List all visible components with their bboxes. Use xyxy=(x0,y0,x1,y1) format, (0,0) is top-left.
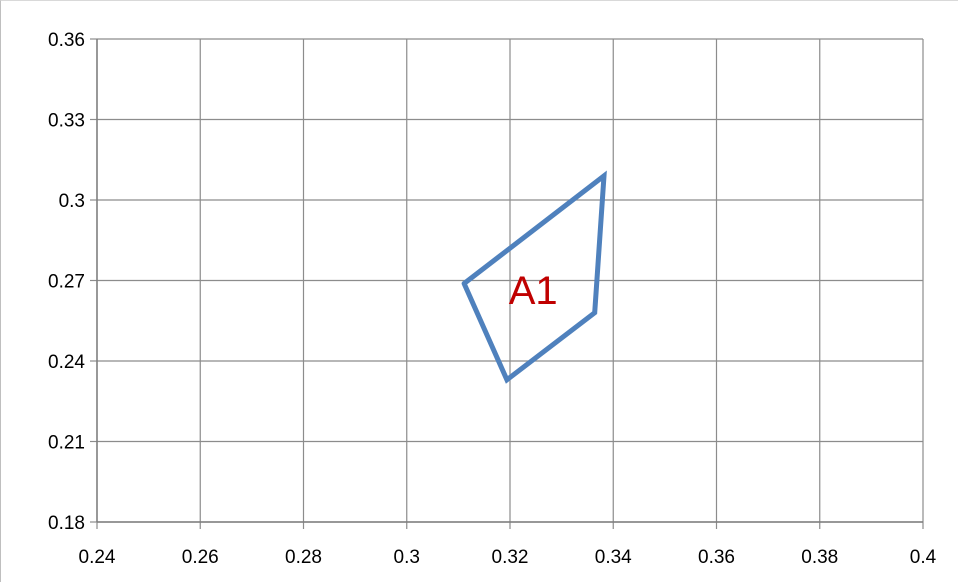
x-tick-label: 0.38 xyxy=(801,547,838,568)
x-tick-label: 0.28 xyxy=(285,547,322,568)
y-tick-label: 0.3 xyxy=(59,191,85,212)
axes xyxy=(90,38,924,529)
x-axis-tick-labels: 0.24 0.26 0.28 0.3 0.32 0.34 0.36 0.38 0.4 xyxy=(79,547,937,568)
annotation-label: A1 xyxy=(509,269,558,313)
series-group xyxy=(461,170,607,384)
y-tick-label: 0.27 xyxy=(48,272,85,293)
y-tick-label: 0.18 xyxy=(48,513,85,534)
y-tick-label: 0.36 xyxy=(48,30,85,51)
x-tick-label: 0.24 xyxy=(79,547,116,568)
annotations: A1 xyxy=(509,269,558,313)
x-tick-label: 0.26 xyxy=(182,547,219,568)
y-tick-label: 0.24 xyxy=(48,352,85,373)
x-tick-label: 0.4 xyxy=(910,547,937,568)
series-line-0 xyxy=(461,170,607,384)
y-tick-label: 0.21 xyxy=(48,433,85,454)
x-tick-label: 0.34 xyxy=(595,547,632,568)
y-axis-tick-labels: 0.18 0.21 0.24 0.27 0.3 0.33 0.36 xyxy=(48,30,85,534)
x-tick-label: 0.32 xyxy=(492,547,529,568)
x-tick-label: 0.3 xyxy=(394,547,420,568)
x-tick-label: 0.36 xyxy=(698,547,735,568)
y-tick-label: 0.33 xyxy=(48,111,85,132)
